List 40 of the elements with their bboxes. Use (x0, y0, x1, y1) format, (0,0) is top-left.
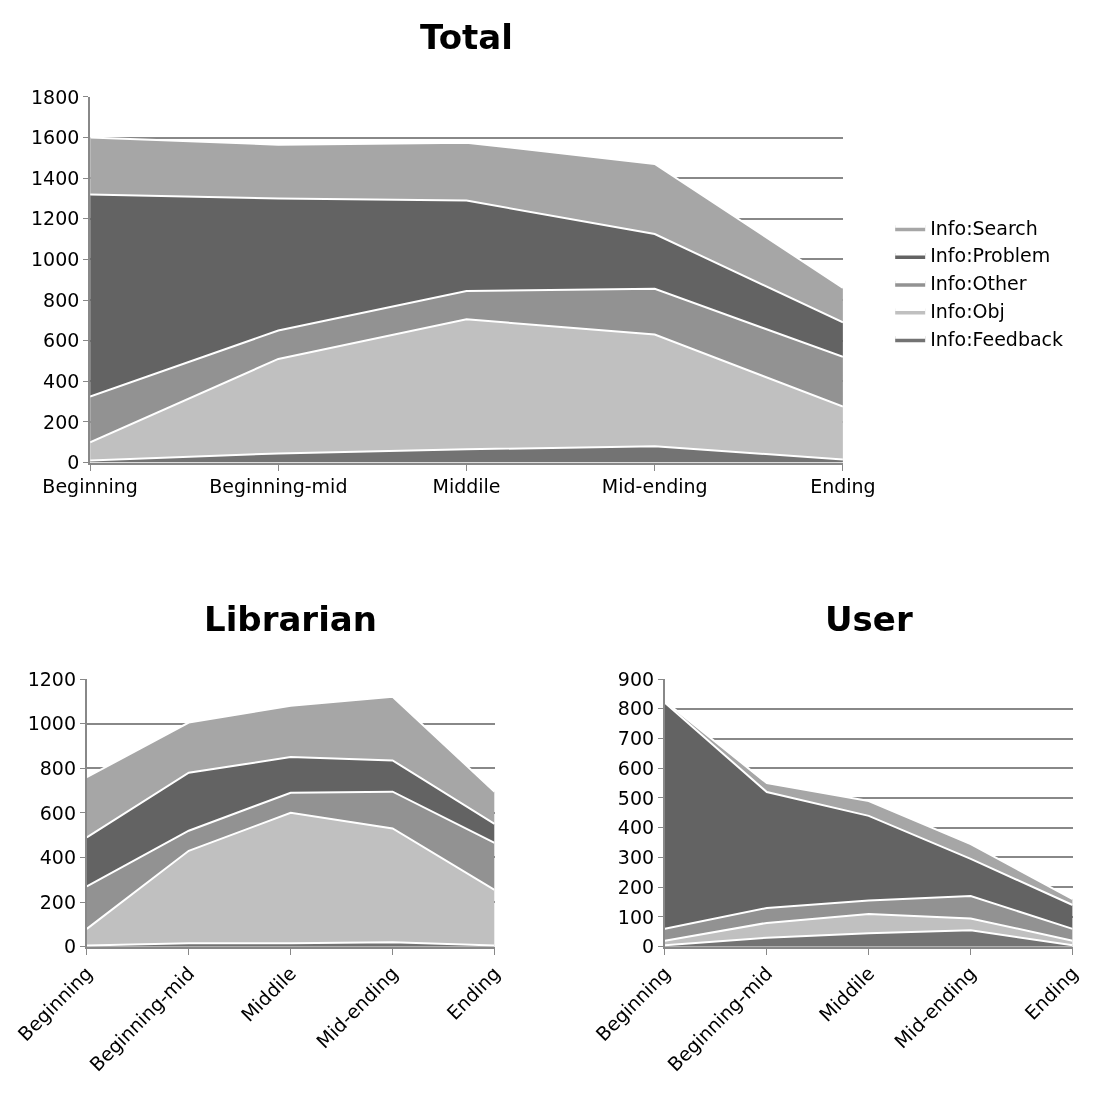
y-tick-label: 100 (617, 905, 655, 928)
y-tick-label: 800 (43, 288, 80, 311)
y-tick-label: 800 (617, 697, 655, 720)
y-tick-label: 500 (617, 786, 655, 809)
x-tick-label: Beginning-mid (209, 475, 348, 498)
y-tick-label: 1000 (27, 712, 77, 735)
y-tick-label: 1800 (30, 85, 80, 108)
y-tick-label: 400 (617, 816, 655, 839)
x-tick-label: Middile (432, 475, 501, 498)
x-tick-label: Mid-ending (601, 475, 708, 498)
y-tick-label: 200 (39, 890, 77, 913)
chart-title: Total (420, 17, 513, 57)
y-tick-label: 0 (642, 935, 655, 958)
chart-title: Librarian (204, 599, 377, 639)
legend-label: Info:Obj (930, 299, 1005, 322)
legend-label: Info:Problem (930, 244, 1051, 267)
y-tick-label: 0 (63, 935, 77, 958)
y-tick-label: 400 (43, 369, 80, 392)
y-tick-label: 700 (617, 727, 655, 750)
y-tick-label: 800 (39, 756, 77, 779)
y-tick-label: 300 (617, 846, 655, 869)
x-tick-label: Beginning (42, 475, 138, 498)
y-tick-label: 400 (39, 846, 77, 869)
y-tick-label: 1000 (30, 248, 80, 271)
y-tick-label: 600 (617, 756, 655, 779)
y-tick-label: 600 (43, 329, 80, 352)
x-tick-label: Ending (810, 475, 876, 498)
y-tick-label: 200 (43, 410, 80, 433)
legend-label: Info:Search (930, 216, 1038, 239)
y-tick-label: 1200 (27, 667, 77, 690)
chart-title: User (825, 599, 913, 639)
y-tick-label: 0 (67, 451, 80, 474)
y-tick-label: 1200 (30, 207, 80, 230)
y-tick-label: 900 (617, 667, 655, 690)
y-tick-label: 200 (617, 875, 655, 898)
legend-label: Info:Feedback (930, 327, 1064, 350)
y-tick-label: 1400 (30, 166, 80, 189)
legend-label: Info:Other (930, 272, 1027, 295)
y-tick-label: 600 (39, 801, 77, 824)
y-tick-label: 1600 (30, 126, 80, 149)
